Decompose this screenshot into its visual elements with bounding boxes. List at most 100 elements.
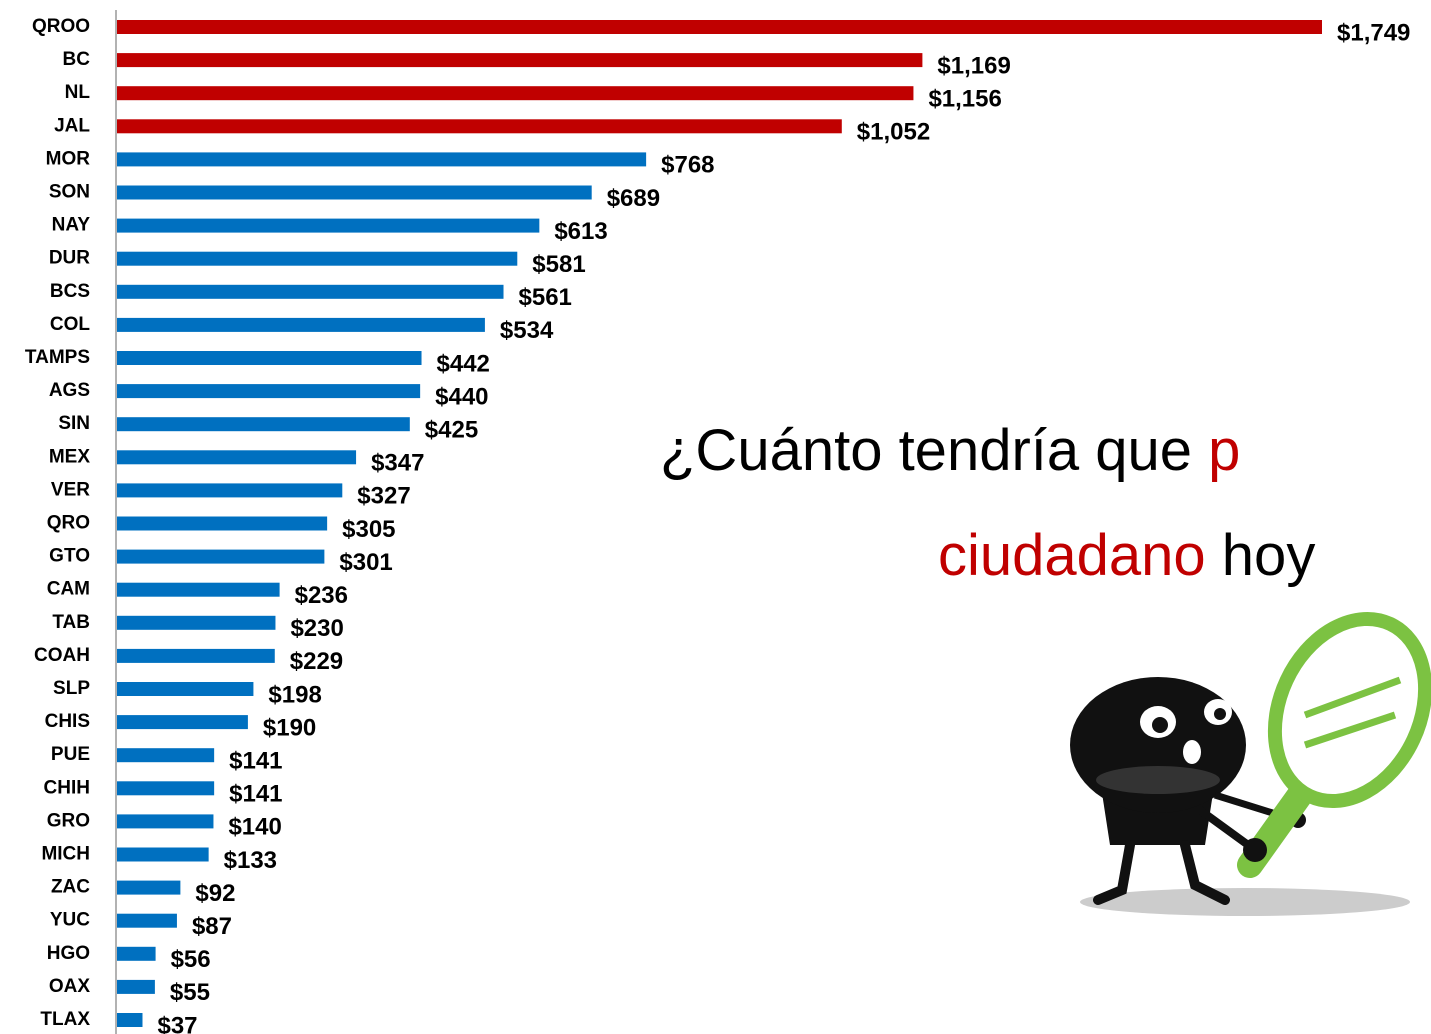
value-label: $1,156 <box>928 86 1001 113</box>
bar <box>117 351 422 365</box>
category-label: SON <box>49 182 90 203</box>
category-label: TLAX <box>40 1009 90 1030</box>
category-label: OAX <box>49 976 91 997</box>
bar <box>117 450 356 464</box>
value-label: $301 <box>339 549 392 576</box>
category-label: CHIH <box>44 777 90 798</box>
bar <box>117 86 913 100</box>
bar <box>117 814 213 828</box>
value-label: $581 <box>532 251 585 278</box>
bar <box>117 1013 142 1027</box>
category-label: QROO <box>32 16 90 37</box>
bar <box>117 583 280 597</box>
category-label: DUR <box>49 248 90 269</box>
value-label: $190 <box>263 714 316 741</box>
category-label: QRO <box>47 513 90 534</box>
bar <box>117 616 275 630</box>
value-label: $305 <box>342 516 395 543</box>
value-label: $425 <box>425 417 478 444</box>
value-label: $87 <box>192 913 232 940</box>
category-label: MEX <box>49 446 91 467</box>
bar <box>117 649 275 663</box>
bar <box>117 715 248 729</box>
bar <box>117 20 1322 34</box>
bar <box>117 119 842 133</box>
annotation-line: ¿Cuánto tendría que p <box>660 418 1240 483</box>
bar <box>117 881 180 895</box>
bar <box>117 186 592 200</box>
category-label: PUE <box>51 744 90 765</box>
annotation-text: p <box>1208 418 1240 483</box>
value-label: $230 <box>290 615 343 642</box>
page: ¿Cuánto tendría que pciudadano hoy QROO$… <box>0 0 1431 1034</box>
annotation-text: ¿Cuánto tendría que <box>660 418 1208 483</box>
value-label: $56 <box>171 946 211 973</box>
category-label: CHIS <box>45 711 90 732</box>
chart: ¿Cuánto tendría que pciudadano hoy QROO$… <box>0 0 1431 1034</box>
category-label: VER <box>51 479 90 500</box>
bar <box>117 550 324 564</box>
bar <box>117 219 539 233</box>
category-label: TAB <box>52 612 90 633</box>
category-label: SIN <box>58 413 90 434</box>
category-label: SLP <box>53 678 90 699</box>
value-label: $689 <box>607 185 660 212</box>
value-label: $442 <box>437 350 490 377</box>
annotation-text: ciudadano <box>938 523 1206 588</box>
value-label: $561 <box>519 284 572 311</box>
category-label: GRO <box>47 810 90 831</box>
category-label: AGS <box>49 380 90 401</box>
category-label: YUC <box>50 910 90 931</box>
bar <box>117 947 156 961</box>
value-label: $133 <box>224 847 277 874</box>
value-label: $327 <box>357 483 410 510</box>
bar <box>117 748 214 762</box>
bar <box>117 848 209 862</box>
bar <box>117 781 214 795</box>
category-label: COAH <box>34 645 90 666</box>
bar <box>117 285 504 299</box>
value-label: $1,169 <box>937 52 1010 79</box>
value-label: $140 <box>228 814 281 841</box>
bar <box>117 252 517 266</box>
bar <box>117 152 646 166</box>
category-label: MICH <box>41 844 90 865</box>
value-label: $141 <box>229 748 282 775</box>
category-label: MOR <box>46 148 91 169</box>
category-label: HGO <box>47 943 90 964</box>
bar <box>117 417 410 431</box>
category-label: BCS <box>50 281 90 302</box>
category-label: COL <box>50 314 91 335</box>
bar <box>117 517 327 531</box>
bar <box>117 682 253 696</box>
value-label: $1,749 <box>1337 19 1410 46</box>
value-label: $347 <box>371 450 424 477</box>
annotation-line: ciudadano hoy <box>938 523 1315 588</box>
category-label: NAY <box>52 215 91 236</box>
value-label: $198 <box>268 681 321 708</box>
category-label: CAM <box>47 579 90 600</box>
value-label: $141 <box>229 781 282 808</box>
bar <box>117 53 922 67</box>
value-label: $534 <box>500 317 554 344</box>
category-label: ZAC <box>51 877 90 898</box>
value-label: $768 <box>661 152 714 179</box>
category-label: BC <box>63 49 91 70</box>
value-label: $229 <box>290 648 343 675</box>
cartoon <box>1070 594 1431 916</box>
bar <box>117 384 420 398</box>
bar <box>117 914 177 928</box>
category-label: TAMPS <box>25 347 90 368</box>
value-label: $236 <box>295 582 348 609</box>
value-label: $613 <box>554 218 607 245</box>
category-label: JAL <box>54 115 90 136</box>
value-label: $1,052 <box>857 119 930 146</box>
value-label: $55 <box>170 979 210 1006</box>
bar <box>117 980 155 994</box>
category-label: NL <box>65 82 91 103</box>
value-label: $440 <box>435 383 488 410</box>
value-label: $92 <box>195 880 235 907</box>
annotation-text: hoy <box>1206 523 1316 588</box>
bar <box>117 318 485 332</box>
